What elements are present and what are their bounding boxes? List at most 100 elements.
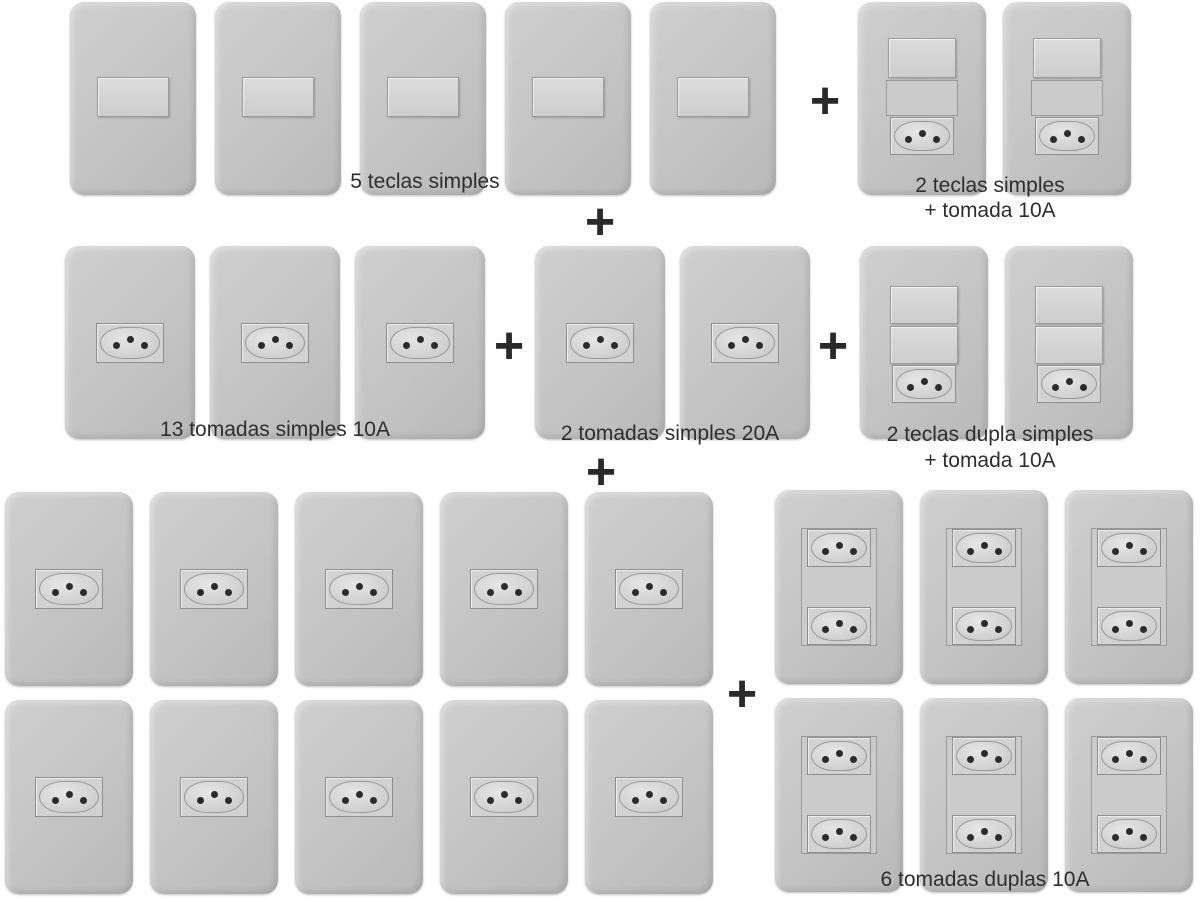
socket-pin [741, 336, 749, 343]
blank-module [1031, 80, 1103, 116]
switch-key [532, 76, 604, 117]
socket-pin [112, 342, 120, 349]
socket-pin [966, 833, 974, 841]
wall-plate [5, 492, 133, 686]
socket-pin [210, 582, 218, 590]
wall-plate [585, 492, 713, 686]
socket-face [474, 573, 534, 605]
wall-plate [920, 698, 1048, 892]
wall-plate [1005, 246, 1133, 439]
wall-plate [440, 700, 568, 894]
socket-pin [1139, 625, 1147, 633]
socket-pin [849, 755, 857, 763]
socket-pin [126, 336, 134, 343]
socket-pin [500, 790, 508, 798]
socket-pin [994, 833, 1002, 841]
socket-pin [79, 796, 87, 804]
wall-plate [70, 2, 196, 195]
socket-pin [918, 129, 926, 137]
socket-pin [659, 796, 667, 804]
socket-pin [1065, 377, 1073, 385]
caption-6-tomadas-duplas-10a: 6 tomadas duplas 10A [880, 868, 1090, 891]
socket-pin [196, 796, 204, 804]
caption-2-tomadas-simples-20a: 2 tomadas simples 20A [560, 422, 780, 445]
wall-plate [210, 246, 340, 439]
socket-pin [582, 342, 590, 349]
socket-pin [416, 336, 424, 343]
socket-pin [980, 541, 988, 549]
switch-key [387, 76, 459, 117]
switch-key [1035, 286, 1103, 324]
socket-pin [596, 336, 604, 343]
socket-pin [1079, 383, 1087, 391]
socket-pin [610, 342, 618, 349]
socket-pin [430, 342, 438, 349]
socket-face [811, 611, 867, 641]
socket-pin [140, 342, 148, 349]
socket-pin [1111, 547, 1119, 555]
socket-pin [980, 749, 988, 757]
socket-pin [514, 588, 522, 596]
socket-pin [341, 588, 349, 596]
socket-pin [1063, 129, 1071, 137]
socket-pin [1051, 383, 1059, 391]
plus-sign: + [726, 665, 758, 723]
socket-pin [631, 796, 639, 804]
socket-pin [1077, 135, 1085, 143]
socket-face [1101, 611, 1157, 641]
wall-plate [680, 246, 810, 439]
socket-pin [645, 790, 653, 798]
socket-pin [849, 547, 857, 555]
socket-pin [79, 588, 87, 596]
socket-pin [486, 796, 494, 804]
wall-plate [585, 700, 713, 894]
socket-pin [196, 588, 204, 596]
socket-pin [849, 833, 857, 841]
socket-pin [224, 796, 232, 804]
socket-pin [500, 582, 508, 590]
socket-pin [821, 625, 829, 633]
socket-pin [934, 383, 942, 391]
wall-plate [775, 698, 903, 892]
wall-plate [1003, 2, 1131, 195]
socket-face [570, 326, 630, 359]
wall-plate [1065, 490, 1193, 684]
wall-plate [505, 2, 631, 195]
wall-plate [920, 490, 1048, 684]
socket-face [1041, 369, 1097, 399]
caption-2-teclas-dupla-line1: 2 teclas dupla simples [886, 423, 1094, 446]
socket-pin [1111, 625, 1119, 633]
caption-2-teclas-simples-line1: 2 teclas simples [915, 174, 1065, 197]
wall-plate [858, 2, 986, 195]
caption-2-teclas-dupla-line2: + tomada 10A [924, 449, 1056, 472]
socket-pin [257, 342, 265, 349]
socket-pin [727, 342, 735, 349]
plus-sign: + [585, 443, 617, 501]
socket-pin [224, 588, 232, 596]
socket-pin [1139, 833, 1147, 841]
wall-plate [150, 700, 278, 894]
socket-pin [631, 588, 639, 596]
socket-pin [402, 342, 410, 349]
wall-plate [355, 246, 485, 439]
socket-pin [271, 336, 279, 343]
socket-pin [285, 342, 293, 349]
socket-pin [369, 796, 377, 804]
wall-plate [215, 2, 341, 195]
wall-plate [535, 246, 665, 439]
blank-module [886, 80, 958, 116]
wall-plate [440, 492, 568, 686]
socket-pin [355, 790, 363, 798]
socket-pin [835, 749, 843, 757]
socket-pin [821, 755, 829, 763]
socket-pin [65, 582, 73, 590]
plus-sign: + [817, 317, 849, 375]
socket-pin [966, 547, 974, 555]
socket-pin [355, 582, 363, 590]
switch-key [1035, 326, 1103, 364]
caption-5-teclas-simples: 5 teclas simples [350, 170, 500, 193]
socket-pin [514, 796, 522, 804]
socket-pin [920, 377, 928, 385]
switch-key [242, 76, 314, 117]
